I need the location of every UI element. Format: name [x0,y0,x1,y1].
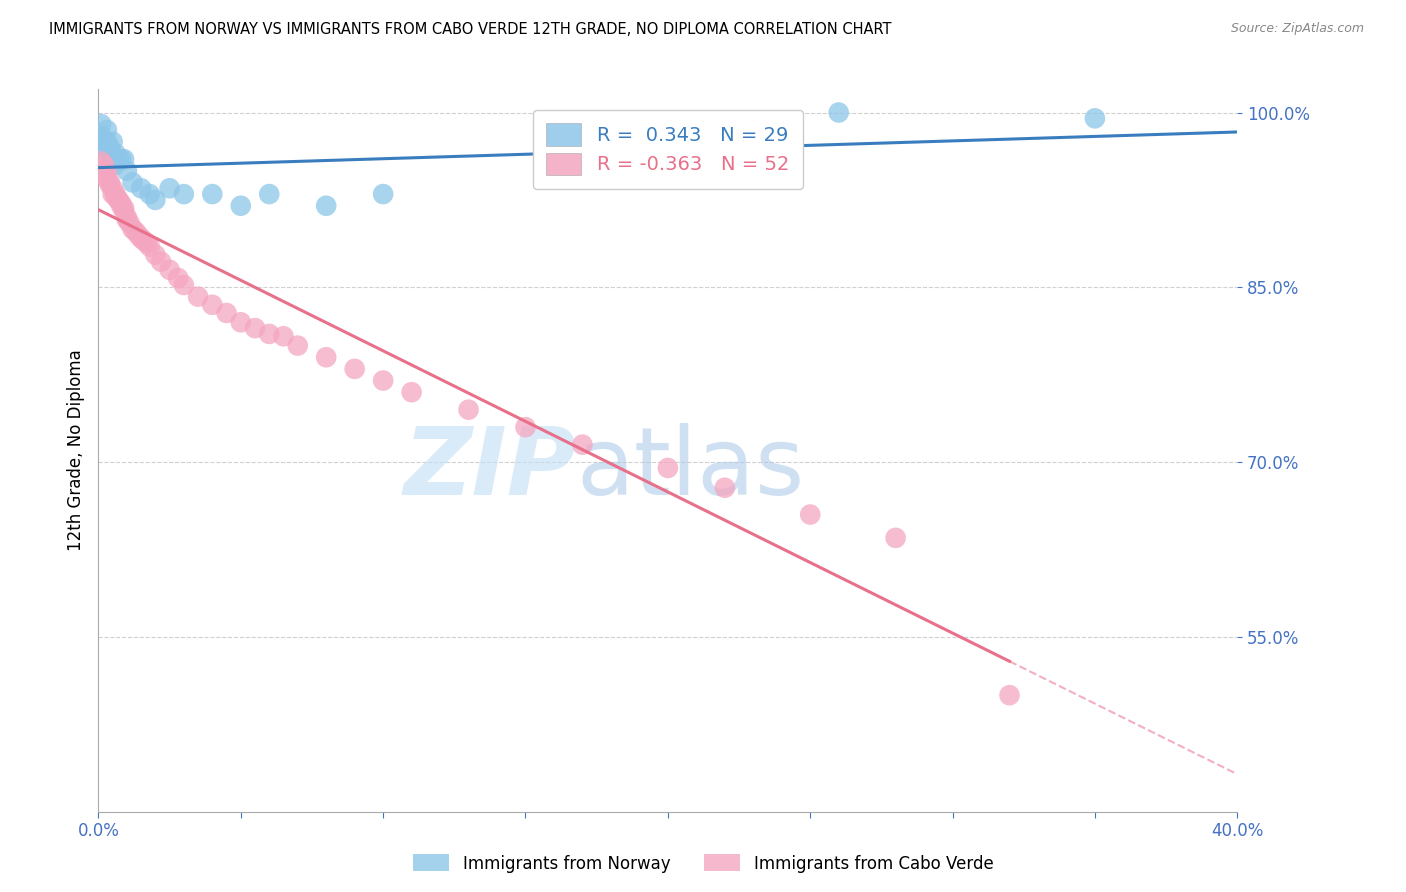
Point [101,181,124,195]
Point [799,508,821,522]
Point [93,135,115,149]
Point [129,231,152,245]
Point [90,154,112,169]
Point [104,158,127,172]
Point [884,531,907,545]
Point [998,688,1021,702]
Point [457,402,479,417]
Text: Source: ZipAtlas.com: Source: ZipAtlas.com [1230,22,1364,36]
Point [93,140,115,154]
Point [201,298,224,312]
Point [145,248,167,262]
Text: atlas: atlas [576,423,806,515]
Point [112,204,135,219]
Y-axis label: 12th Grade, No Diploma: 12th Grade, No Diploma [66,350,84,551]
Point [229,315,252,329]
Point [515,420,537,434]
Text: IMMIGRANTS FROM NORWAY VS IMMIGRANTS FROM CABO VERDE 12TH GRADE, NO DIPLOMA CORR: IMMIGRANTS FROM NORWAY VS IMMIGRANTS FRO… [49,22,891,37]
Point [96,172,118,186]
Point [201,187,224,202]
Point [373,187,395,202]
Point [173,277,195,292]
Point [112,201,135,215]
Point [104,146,127,161]
Point [93,163,115,178]
Point [167,271,190,285]
Point [828,105,851,120]
Point [101,152,124,166]
Point [96,123,118,137]
Point [1084,112,1107,126]
Point [135,235,157,250]
Point [96,166,118,180]
Point [159,181,181,195]
Legend: R =  0.343   N = 29, R = -0.363   N = 52: R = 0.343 N = 29, R = -0.363 N = 52 [533,110,803,189]
Point [343,362,366,376]
Point [107,193,129,207]
Point [112,152,135,166]
Point [129,181,152,195]
Point [132,234,155,248]
Point [115,212,138,227]
Point [401,385,423,400]
Point [138,187,160,202]
Point [98,146,121,161]
Point [101,187,124,202]
Point [101,135,124,149]
Point [571,437,593,451]
Point [273,329,295,343]
Point [159,263,181,277]
Point [173,187,195,202]
Point [315,199,337,213]
Point [287,338,309,352]
Point [98,178,121,192]
Legend: Immigrants from Norway, Immigrants from Cabo Verde: Immigrants from Norway, Immigrants from … [406,847,1000,880]
Point [315,350,337,364]
Point [93,158,115,172]
Point [90,117,112,131]
Point [110,196,132,211]
Point [90,128,112,143]
Point [110,199,132,213]
Point [714,481,737,495]
Point [259,187,281,202]
Point [118,216,141,230]
Point [145,193,167,207]
Text: ZIP: ZIP [404,423,576,515]
Point [115,211,138,225]
Point [121,222,143,236]
Point [96,135,118,149]
Point [215,306,238,320]
Point [229,199,252,213]
Point [107,193,129,207]
Point [98,140,121,154]
Point [187,290,209,304]
Point [121,176,143,190]
Point [124,224,146,238]
Point [104,189,127,203]
Point [115,163,138,178]
Point [104,187,127,202]
Point [138,239,160,253]
Point [373,374,395,388]
Point [98,176,121,190]
Point [110,152,132,166]
Point [259,326,281,341]
Point [243,321,266,335]
Point [657,461,679,475]
Point [127,227,149,242]
Point [150,254,173,268]
Point [107,152,129,166]
